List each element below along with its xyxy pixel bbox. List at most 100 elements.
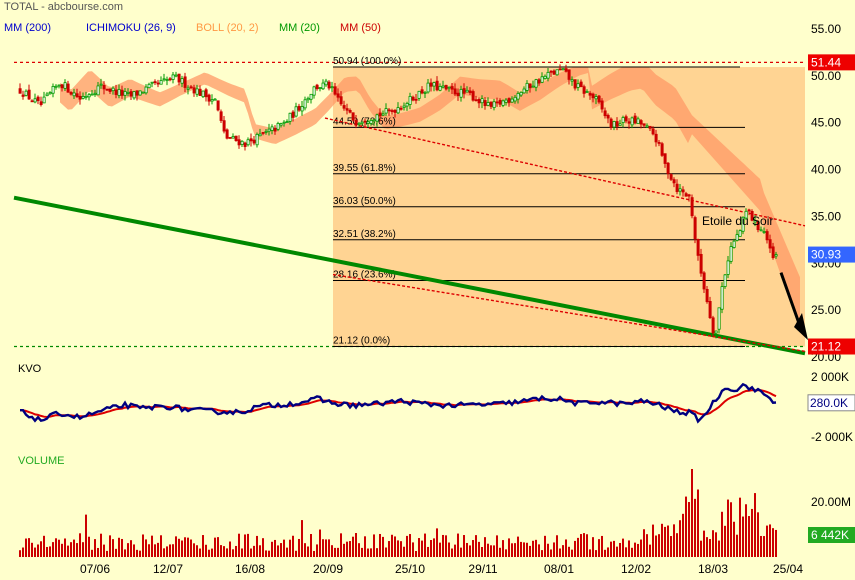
candle-body — [762, 231, 766, 233]
volume-bar — [547, 543, 549, 557]
candle-body — [282, 121, 286, 124]
candle-body — [240, 140, 244, 145]
candle-body — [279, 123, 283, 126]
volume-bar — [70, 542, 72, 557]
candle-body — [657, 142, 661, 144]
volume-bar — [484, 537, 486, 557]
candle-body — [585, 91, 589, 93]
candle-body — [129, 91, 133, 97]
volume-bar — [538, 544, 540, 557]
candle-body — [201, 90, 205, 98]
volume-bar — [199, 548, 201, 557]
candle-body — [426, 82, 430, 93]
x-tick-2: 16/08 — [235, 562, 265, 576]
volume-bar — [73, 539, 75, 557]
candle-body — [270, 126, 274, 131]
legend-mm200[interactable]: MM (200) — [4, 22, 52, 34]
volume-bar — [412, 542, 414, 557]
volume-bar — [46, 546, 48, 557]
candle-body — [318, 87, 322, 89]
volume-bar — [211, 548, 213, 557]
candle-body — [648, 125, 652, 129]
volume-bar — [97, 547, 99, 557]
legend-mm50[interactable]: MM (50) — [340, 22, 381, 34]
volume-bar — [373, 534, 375, 557]
volume-bar — [409, 534, 411, 557]
volume-bar — [601, 535, 603, 557]
badge-kvo-bg — [807, 394, 855, 412]
volume-bar — [382, 536, 384, 557]
candle-body — [444, 84, 448, 90]
volume-bar — [646, 534, 648, 557]
candle-body — [744, 210, 748, 219]
legend-mm20[interactable]: MM (20) — [279, 22, 320, 34]
volume-bar — [457, 533, 459, 557]
candle-body — [687, 194, 691, 197]
candle-body — [252, 139, 256, 144]
x-tick-1: 12/07 — [153, 562, 183, 576]
candle-body — [708, 300, 712, 319]
candle-body — [267, 128, 271, 132]
candle-body — [345, 108, 349, 111]
volume-bar — [652, 524, 654, 557]
volume-bar — [82, 542, 84, 557]
volume-bar — [583, 533, 585, 557]
volume-bar — [586, 534, 588, 557]
candle-body — [327, 81, 331, 89]
volume-bar — [559, 548, 561, 557]
volume-bar — [355, 533, 357, 557]
candle-body — [609, 118, 613, 128]
x-tick-5: 29/11 — [468, 562, 497, 576]
volume-bar — [511, 543, 513, 557]
volume-bar — [325, 539, 327, 557]
candle-body — [477, 98, 481, 104]
candle-body — [198, 88, 202, 96]
volume-bar — [628, 540, 630, 557]
fib-label-3: 36.03 (50.0%) — [333, 196, 396, 207]
candle-body — [453, 88, 457, 95]
candle-body — [285, 121, 289, 124]
candle-body — [741, 216, 745, 232]
volume-bar — [52, 542, 54, 557]
candle-body — [525, 82, 529, 91]
candle-body — [750, 211, 754, 221]
candle-body — [768, 239, 772, 249]
volume-bar — [544, 535, 546, 557]
badge-last-price-label: 30.93 — [811, 248, 841, 262]
volume-bar — [514, 543, 516, 557]
x-tick-6: 08/01 — [544, 562, 574, 576]
candle-body — [339, 96, 343, 105]
annotation-etoile-du-soir: Etoile du Soir — [702, 214, 773, 228]
volume-bar — [283, 539, 285, 557]
candle-body — [738, 230, 742, 237]
candle-body — [645, 125, 649, 128]
volume-bar — [664, 526, 666, 557]
candle-body — [465, 89, 469, 93]
volume-bar — [436, 528, 438, 557]
candle-body — [39, 101, 43, 105]
volume-bar — [706, 537, 708, 557]
volume-bar — [466, 542, 468, 557]
candle-body — [555, 69, 559, 76]
volume-bar — [127, 543, 129, 557]
resistance-trendline — [324, 117, 806, 227]
candle-body — [510, 98, 514, 103]
candle-body — [567, 69, 571, 80]
volume-bar — [562, 545, 564, 557]
candle-body — [348, 109, 352, 113]
candle-body — [480, 98, 484, 104]
candle-body — [96, 85, 100, 96]
candle-body — [417, 90, 421, 99]
legend-boll[interactable]: BOLL (20, 2) — [196, 22, 259, 34]
candle-body — [399, 107, 403, 110]
volume-bar — [319, 529, 321, 557]
candle-body — [540, 76, 544, 83]
volume-bar — [529, 545, 531, 557]
volume-bar — [454, 544, 456, 557]
candle-body — [579, 81, 583, 87]
legend-ichimoku[interactable]: ICHIMOKU (26, 9) — [86, 22, 176, 34]
volume-bar — [226, 548, 228, 557]
volume-bar — [385, 547, 387, 557]
volume-bar — [718, 540, 720, 557]
candle-body — [450, 86, 454, 90]
